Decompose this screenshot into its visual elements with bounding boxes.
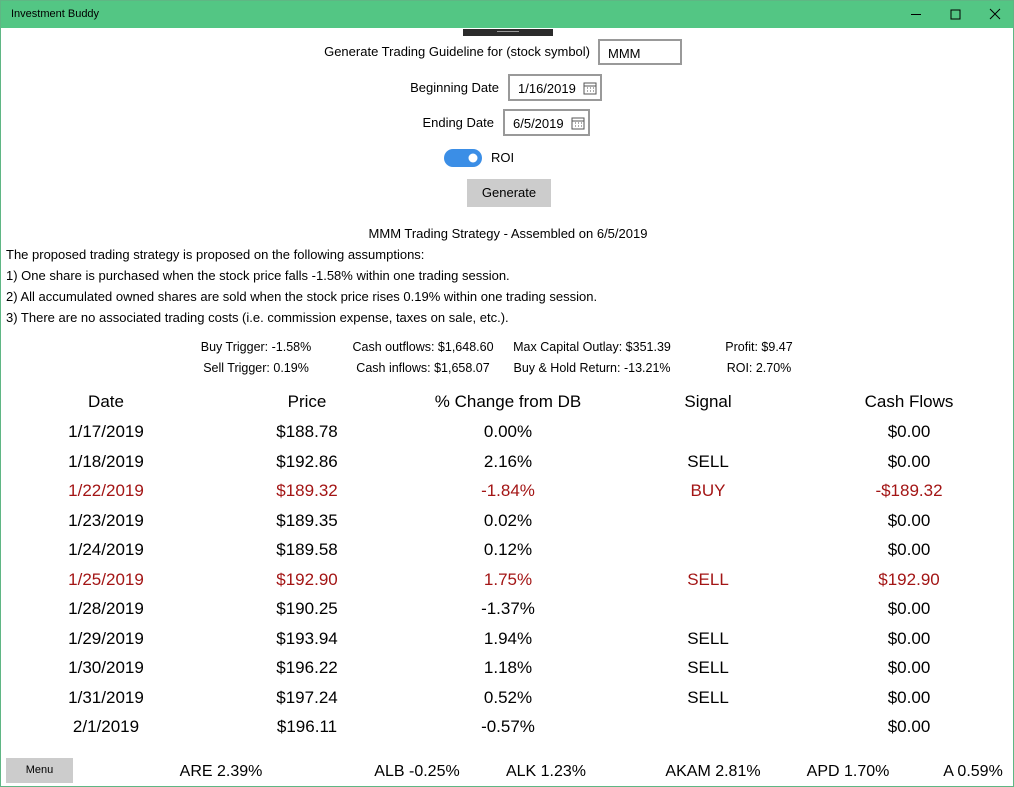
begin-label: Beginning Date — [410, 80, 499, 95]
table-cell: 1.94% — [483, 628, 533, 648]
table-cell: $0.00 — [887, 599, 931, 618]
table-cell: $196.11 — [276, 717, 338, 736]
ticker-item: ARE 2.39% — [179, 763, 263, 780]
table-cell: $189.35 — [276, 510, 338, 530]
table-cell: 1/31/2019 — [68, 687, 144, 707]
table-cell: $0.00 — [887, 540, 931, 559]
table-cell: SELL — [687, 687, 729, 707]
stat: Buy & Hold Return: -13.21% — [513, 361, 671, 375]
symbol-value: MMM — [608, 46, 641, 61]
table-cell: 1/22/2019 — [68, 481, 144, 500]
table-cell: $0.00 — [887, 687, 931, 707]
table-cell: 0.52% — [483, 687, 533, 707]
stat: Buy Trigger: -1.58% — [200, 340, 312, 354]
table-cell: 2.16% — [483, 451, 533, 471]
table-cell: $190.25 — [276, 599, 338, 618]
generate-button[interactable]: Generate — [467, 179, 551, 207]
stat: Max Capital Outlay: $351.39 — [513, 340, 671, 354]
table-cell: 0.00% — [483, 422, 533, 441]
table-cell: $192.90 — [878, 569, 940, 589]
ticker-item: ALB -0.25% — [374, 763, 460, 780]
table-cell: $192.90 — [276, 569, 338, 589]
title-bar — [1, 1, 1013, 28]
window-controls[interactable] — [901, 1, 1013, 28]
table-cell: $0.00 — [887, 628, 931, 648]
assumption-line: 2) All accumulated owned shares are sold… — [6, 289, 598, 304]
stat: Sell Trigger: 0.19% — [203, 361, 309, 375]
table-cell: -0.57% — [481, 717, 535, 736]
ticker-item: APD 1.70% — [806, 763, 890, 780]
table-cell: 1/24/2019 — [68, 540, 144, 559]
table-cell: 1.18% — [483, 658, 533, 677]
table-cell: $189.58 — [276, 540, 338, 559]
table-cell: $0.00 — [887, 658, 931, 677]
table-cell: $192.86 — [276, 451, 338, 471]
table-cell: $0.00 — [887, 717, 931, 736]
table-cell: $189.32 — [276, 481, 338, 500]
table-cell: -1.37% — [481, 599, 535, 618]
assumption-line: 3) There are no associated trading costs… — [6, 310, 509, 325]
table-cell: 1/29/2019 — [68, 628, 144, 648]
ticker-item: AKAM 2.81% — [665, 763, 761, 780]
table-cell: 1.75% — [483, 569, 533, 589]
roi-toggle[interactable] — [444, 149, 482, 167]
calendar-icon — [583, 82, 597, 95]
table-cell: $188.78 — [276, 422, 338, 441]
begin-date-picker[interactable]: 1/16/2019 — [508, 74, 602, 101]
stat: ROI: 2.70% — [726, 361, 792, 375]
column-header: Price — [287, 392, 327, 411]
stat: Cash inflows: $1,658.07 — [356, 361, 490, 375]
table-cell: 0.02% — [483, 510, 533, 530]
table-cell: $0.00 — [887, 510, 931, 530]
toggle-label: ROI — [491, 150, 515, 165]
end-label: Ending Date — [422, 115, 494, 130]
ticker-item: ALK 1.23% — [505, 763, 587, 780]
assumption-line: The proposed trading strategy is propose… — [6, 247, 425, 262]
symbol-label: Generate Trading Guideline for (stock sy… — [324, 44, 590, 59]
column-header: % Change from DB — [434, 392, 582, 411]
calendar-icon — [571, 117, 585, 130]
window-title: Investment Buddy — [11, 8, 100, 20]
table-cell: SELL — [687, 569, 729, 589]
table-cell: 1/17/2019 — [68, 422, 144, 441]
symbol-input[interactable]: MMM — [598, 39, 682, 65]
ticker-item: A 0.59% — [943, 763, 1003, 780]
end-value: 6/5/2019 — [513, 116, 564, 131]
table-cell: 0.12% — [483, 540, 533, 559]
table-cell: 1/18/2019 — [68, 451, 144, 471]
begin-value: 1/16/2019 — [518, 81, 576, 96]
maximize[interactable] — [950, 9, 961, 20]
table-cell: SELL — [687, 451, 729, 471]
table-cell: 1/30/2019 — [68, 658, 144, 677]
table-cell: SELL — [687, 658, 729, 677]
table-cell: 1/23/2019 — [68, 510, 144, 530]
end-date-picker[interactable]: 6/5/2019 — [503, 109, 590, 136]
drag-handle[interactable] — [463, 29, 553, 36]
stat: Profit: $9.47 — [725, 340, 793, 354]
table-cell: $193.94 — [276, 628, 338, 648]
table-cell: BUY — [690, 481, 726, 500]
table-cell: $197.24 — [276, 687, 338, 707]
table-cell: 2/1/2019 — [72, 717, 140, 736]
assumption-line: 1) One share is purchased when the stock… — [6, 268, 510, 283]
table-cell: -1.84% — [481, 481, 535, 500]
column-header: Signal — [684, 392, 732, 411]
table-cell: SELL — [687, 628, 729, 648]
column-header: Date — [88, 392, 124, 411]
table-cell: $0.00 — [887, 422, 931, 441]
stat: Cash outflows: $1,648.60 — [352, 340, 494, 354]
menu-button[interactable]: Menu — [6, 758, 73, 783]
report-title: MMM Trading Strategy - Assembled on 6/5/… — [368, 226, 648, 241]
table-cell: 1/25/2019 — [68, 569, 144, 589]
table-cell: $0.00 — [887, 451, 931, 471]
column-header: Cash Flows — [864, 392, 954, 411]
table-cell: $196.22 — [276, 658, 338, 677]
table-cell: -$189.32 — [875, 481, 943, 500]
table-cell: 1/28/2019 — [68, 599, 144, 618]
close[interactable] — [989, 8, 1001, 20]
